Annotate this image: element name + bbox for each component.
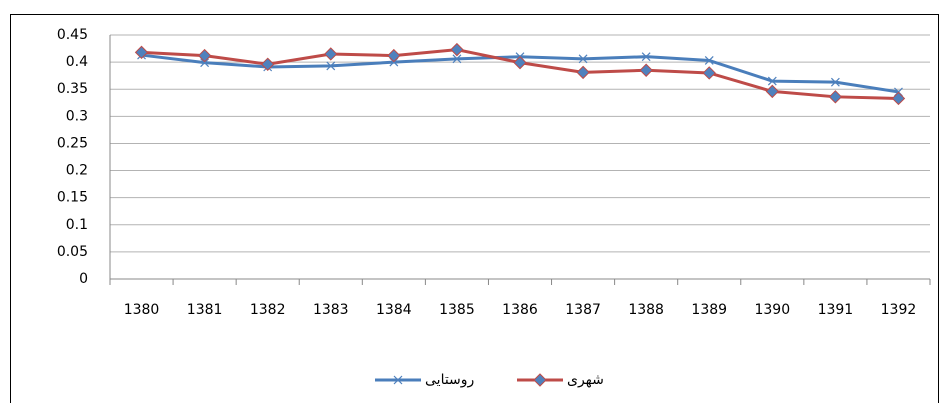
marker [134,45,149,60]
x-tick-label: 1390 [754,302,790,318]
chart-border [10,14,939,407]
y-tick-label: 0.05 [57,244,88,260]
y-tick-label: 0.15 [57,190,88,206]
legend-label: روستایی [425,372,474,388]
marker [387,48,401,63]
marker [576,65,590,80]
y-tick-label: 0.1 [66,217,88,233]
marker [200,58,210,68]
y-tick-label: 0.2 [66,163,88,179]
marker [704,56,714,65]
marker [260,57,275,71]
x-tick-label: 1388 [628,302,664,318]
marker [828,90,843,104]
y-tick-label: 0 [79,271,88,287]
marker [326,61,336,71]
marker [891,91,906,106]
x-tick-label: 1386 [502,302,538,318]
marker [641,52,651,62]
x-tick-label: 1383 [313,302,349,318]
marker [197,48,212,63]
x-tick-label: 1391 [818,302,854,318]
x-tick-label: 1392 [881,302,917,318]
x-tick-label: 1381 [187,302,223,318]
x-tick-label: 1384 [376,302,412,318]
x-tick-label: 1389 [691,302,727,318]
y-tick-label: 0.25 [57,135,88,151]
legend-marker [533,373,547,387]
y-tick-label: 0.4 [66,54,88,70]
x-tick-label: 1380 [124,302,160,318]
marker [324,47,338,61]
marker [578,54,588,64]
marker [513,55,527,70]
x-tick-label: 1382 [250,302,286,318]
legend-label: شهری [567,372,604,388]
marker [765,84,780,99]
marker [450,42,464,57]
marker [639,63,653,77]
y-tick-label: 0.45 [57,27,88,43]
x-tick-label: 1385 [439,302,475,318]
y-tick-label: 0.35 [57,81,88,97]
x-tick-label: 1387 [565,302,601,318]
marker [702,66,716,80]
marker [452,54,462,64]
marker [830,77,840,87]
marker [767,76,777,86]
y-tick-label: 0.3 [66,108,88,124]
legend-marker [393,375,403,385]
